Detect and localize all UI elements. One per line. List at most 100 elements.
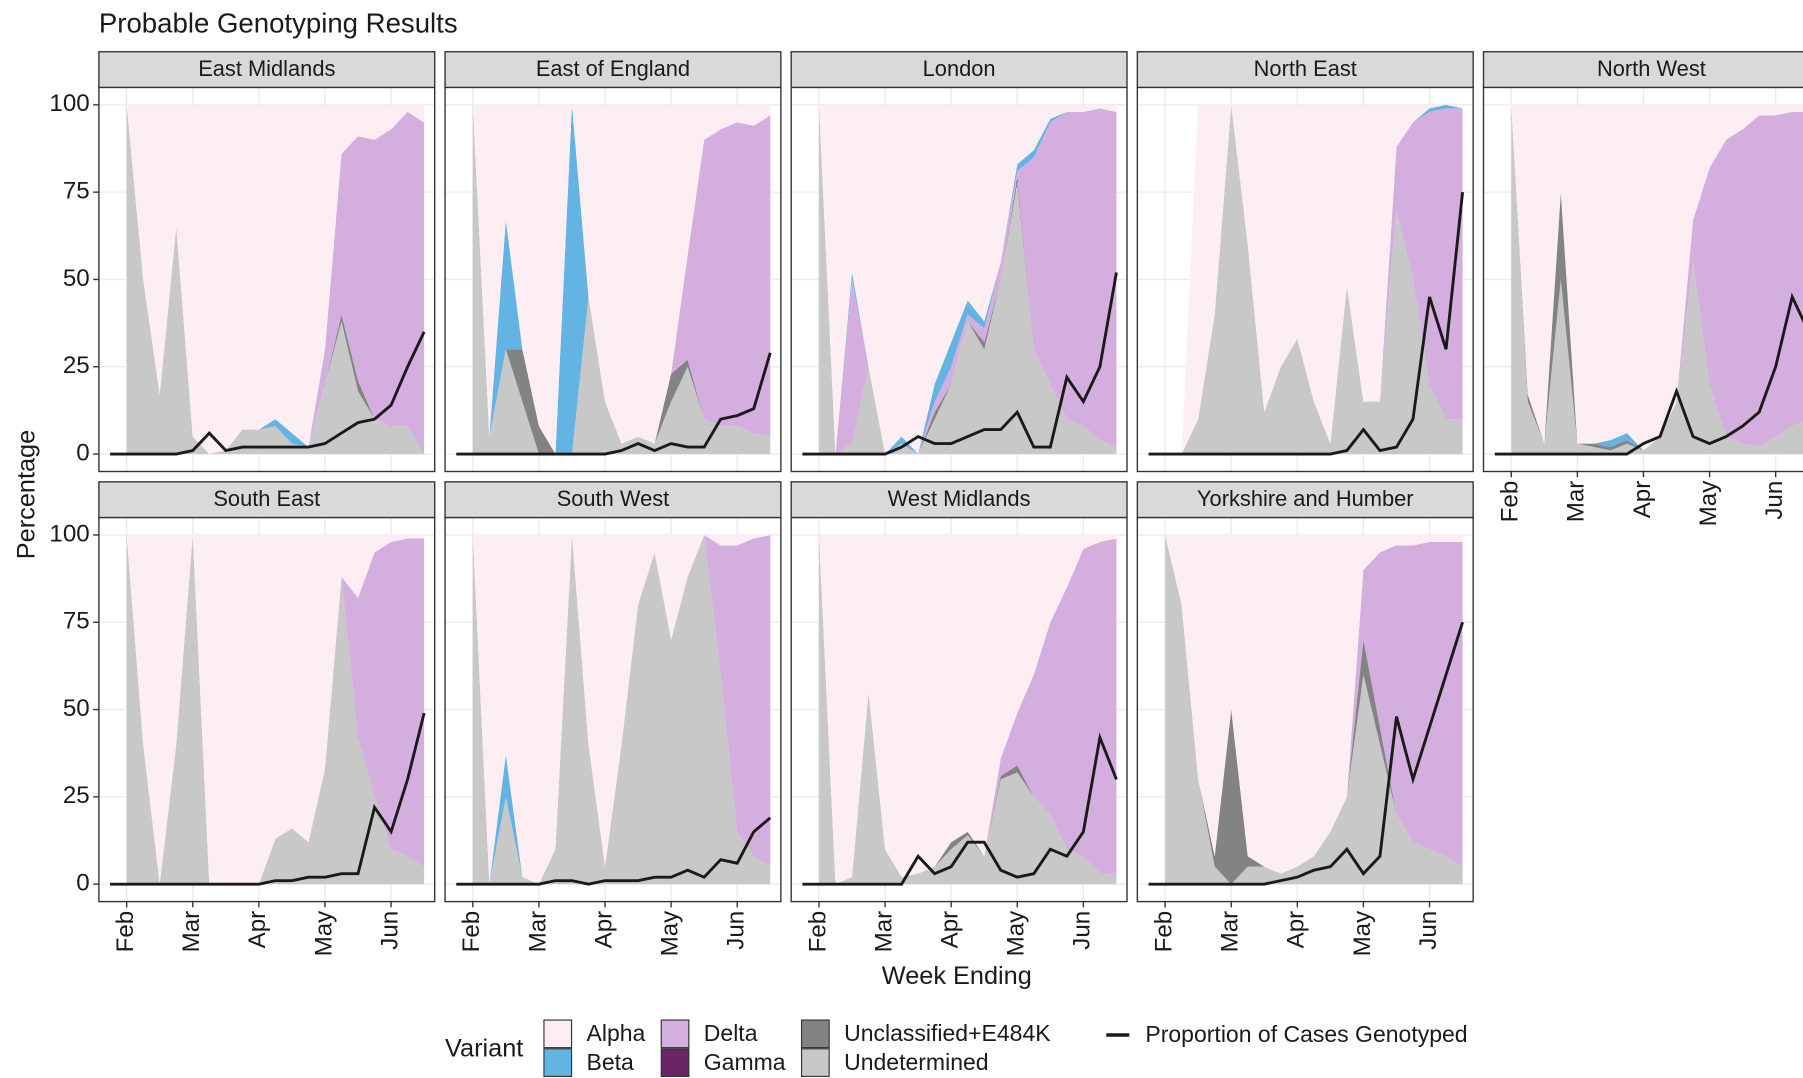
genotyped-line — [1494, 292, 1803, 456]
strip-label: South West — [557, 486, 670, 511]
variant-area — [126, 534, 425, 885]
x-tick-label: May — [1349, 910, 1376, 957]
variant-area — [472, 534, 771, 885]
x-tick-label: Jun — [376, 911, 403, 950]
strip-label: West Midlands — [888, 486, 1031, 511]
variant-area — [472, 104, 771, 455]
variant-area — [1165, 104, 1463, 455]
y-tick-label: 0 — [76, 870, 89, 897]
strip-label: North East — [1254, 56, 1357, 81]
x-tick-label: Mar — [1217, 911, 1244, 953]
y-tick-label: 25 — [63, 352, 90, 379]
x-tick-label: Jun — [1761, 481, 1788, 520]
legend-label: Proportion of Cases Genotyped — [1145, 1021, 1467, 1047]
x-tick-label: Feb — [1150, 911, 1177, 953]
x-tick-label: Apr — [590, 911, 617, 949]
legend-swatch — [800, 1048, 830, 1077]
variant-area — [1165, 534, 1463, 885]
y-tick-label: 50 — [63, 265, 90, 292]
x-tick-label: Mar — [524, 911, 551, 953]
variant-area — [472, 534, 771, 885]
strip-label: London — [923, 56, 996, 81]
legend-label: Beta — [587, 1049, 635, 1075]
y-tick-label: 75 — [63, 608, 90, 635]
x-tick-label: Apr — [1629, 481, 1656, 519]
x-tick-label: Mar — [870, 911, 897, 953]
y-tick-label: 25 — [63, 782, 90, 809]
genotyped-line — [1148, 621, 1464, 886]
x-tick-label: Mar — [178, 911, 205, 953]
x-tick-label: May — [656, 910, 683, 957]
x-tick-label: May — [310, 910, 337, 957]
variant-area — [818, 534, 1117, 885]
x-tick-label: Mar — [1563, 481, 1590, 523]
x-tick-label: Jun — [723, 911, 750, 950]
genotyped-line — [456, 816, 772, 886]
genotyped-line — [802, 732, 1118, 886]
x-tick-label: Jun — [1415, 911, 1442, 950]
x-tick-label: Feb — [458, 911, 485, 953]
x-tick-label: Apr — [937, 911, 964, 949]
legend-swatch — [543, 1019, 573, 1049]
variant-area — [126, 104, 425, 455]
strip — [790, 481, 1128, 519]
y-axis-label: Percentage — [12, 430, 40, 559]
x-tick-label: Apr — [244, 911, 271, 949]
y-tick-label: 0 — [76, 439, 89, 466]
x-axis-label: Week Ending — [882, 962, 1032, 990]
legend-label: Gamma — [704, 1049, 786, 1075]
variant-area — [1165, 104, 1463, 455]
genotyped-line — [802, 272, 1118, 456]
legend-swatch — [660, 1048, 690, 1077]
strip-label: Yorkshire and Humber — [1197, 486, 1414, 511]
variant-area — [818, 104, 1117, 455]
variant-area — [472, 534, 771, 885]
strip — [1136, 51, 1474, 89]
y-tick-label: 50 — [63, 695, 90, 722]
variant-area — [126, 104, 425, 455]
variant-area — [1511, 104, 1803, 451]
genotyped-line — [110, 331, 426, 456]
variant-area — [1511, 104, 1803, 451]
genotyped-line — [456, 352, 772, 456]
variant-area — [818, 104, 1117, 455]
legend-swatch — [800, 1019, 830, 1049]
strip-label: East of England — [536, 56, 690, 81]
x-tick-label: May — [1003, 910, 1030, 957]
x-tick-label: Apr — [1283, 911, 1310, 949]
variant-area — [1165, 104, 1463, 455]
x-tick-label: Feb — [1497, 481, 1524, 523]
genotyped-line — [1148, 192, 1464, 456]
x-tick-label: Feb — [804, 911, 831, 953]
variant-area — [1165, 534, 1463, 874]
x-tick-label: May — [1695, 480, 1722, 527]
legend-label: Alpha — [587, 1020, 646, 1046]
strip — [98, 481, 436, 519]
y-tick-label: 100 — [49, 90, 89, 117]
y-tick-label: 100 — [49, 520, 89, 547]
variant-area — [818, 534, 1117, 885]
strip — [444, 51, 782, 89]
legend-swatch — [543, 1048, 573, 1077]
strip — [1136, 481, 1474, 519]
variant-area — [1165, 534, 1463, 874]
legend-title: Variant — [445, 1035, 523, 1063]
variant-area — [472, 104, 771, 455]
variant-area — [472, 104, 771, 455]
strip-label: North West — [1597, 56, 1706, 81]
chart-root: Probable Genotyping Results Percentage W… — [12, 8, 1803, 1077]
strip-label: East Midlands — [198, 56, 335, 81]
strip — [444, 481, 782, 519]
variant-area — [126, 534, 425, 885]
legend-label: Delta — [704, 1020, 758, 1046]
legend-label: Undetermined — [844, 1049, 988, 1075]
strip — [98, 51, 436, 89]
strip — [790, 51, 1128, 89]
legend-label: Unclassified+E484K — [844, 1020, 1051, 1046]
legend-swatch — [660, 1019, 690, 1049]
y-tick-label: 75 — [63, 178, 90, 205]
x-tick-label: Jun — [1069, 911, 1096, 950]
x-tick-label: Feb — [112, 911, 139, 953]
strip-label: South East — [213, 486, 320, 511]
